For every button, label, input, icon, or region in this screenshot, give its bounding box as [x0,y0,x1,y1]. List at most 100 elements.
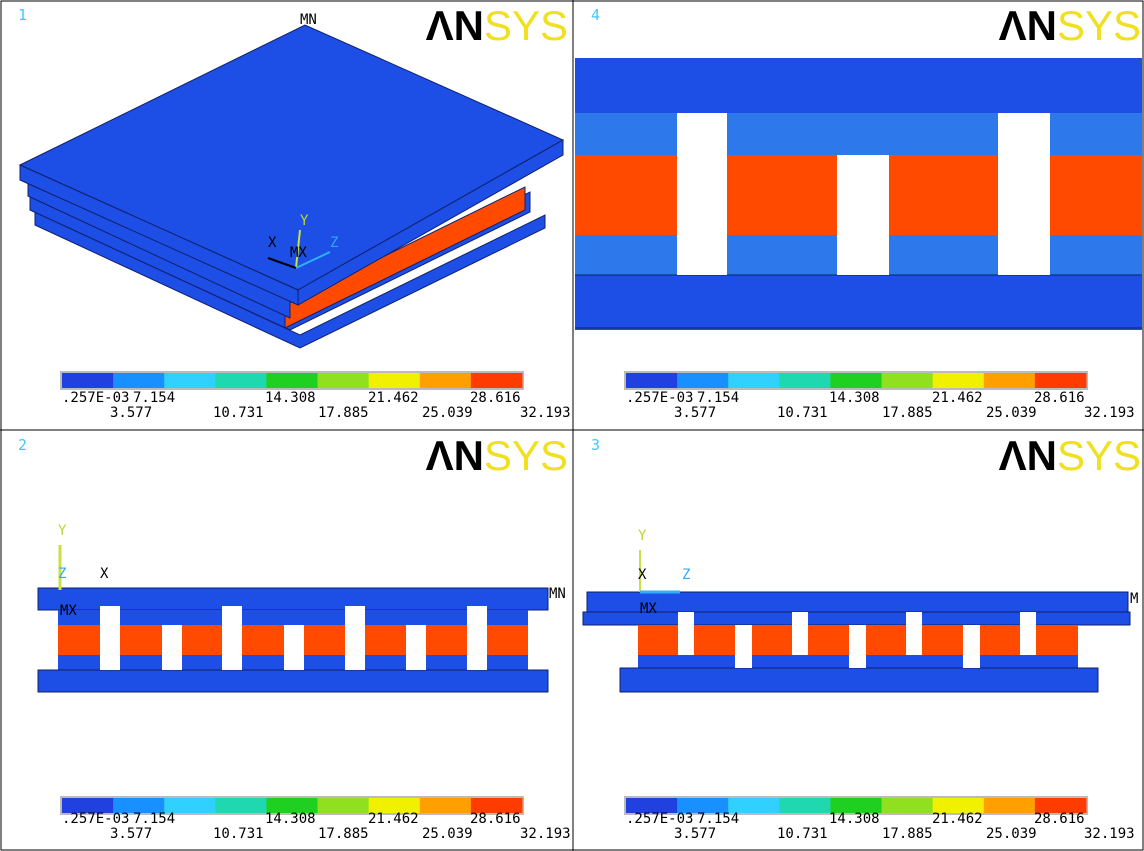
legend-label: 28.616 [470,390,521,406]
gap [467,606,487,670]
legend-label: 28.616 [470,811,521,827]
logo-right: SYS [1057,432,1141,479]
gap [849,625,866,668]
legend-swatch [882,373,934,388]
legend-label: 17.885 [882,826,933,842]
legend-swatch [882,798,934,813]
top-plate-lip [583,612,1130,625]
triad-label: MN [549,586,566,602]
gap [222,606,242,670]
legend-swatch [779,373,831,388]
logo-left: ΛN [426,432,484,479]
triad-label: X [638,567,647,583]
legend-label: 32.193 [1084,405,1135,421]
logo-right: SYS [484,432,568,479]
upper-layer [575,113,1142,155]
legend-label: 25.039 [422,405,473,421]
legend-label: 7.154 [697,811,739,827]
legend-swatch [369,373,421,388]
gap [906,612,922,655]
closeup-model [575,58,1142,330]
legend-label: 14.308 [265,390,316,406]
logo-left: ΛN [999,432,1057,479]
gap [1020,612,1036,655]
legend-swatch [984,373,1036,388]
legend-swatch [677,373,729,388]
triad-label: MX [290,245,307,261]
logo-right: SYS [1057,2,1141,49]
legend-label: 17.885 [318,826,369,842]
legend-label: 17.885 [882,405,933,421]
legend-label: 3.577 [674,826,716,842]
legend-label: 21.462 [368,811,419,827]
legend-label: 25.039 [422,826,473,842]
legend-label: 10.731 [213,826,264,842]
gap [345,606,365,670]
panel-number: 1 [18,6,27,24]
legend-swatch [164,373,216,388]
legend-label: 32.193 [1084,826,1135,842]
legend-swatch [933,373,985,388]
logo: ΛNSYS [426,2,568,49]
legend-label: 21.462 [932,390,983,406]
triad-label: Y [300,213,309,229]
panel-number: 3 [591,436,600,454]
gap [677,113,727,275]
bottom-plate [620,668,1098,692]
gap [162,625,182,670]
legend-swatch [626,373,678,388]
legend-label: .257E-03 [62,390,129,406]
triad-label: MX [640,601,657,617]
legend-swatch [1035,373,1087,388]
legend-swatch [215,798,267,813]
legend-label: .257E-03 [62,811,129,827]
legend-label: 7.154 [133,811,175,827]
legend-label: 7.154 [133,390,175,406]
logo: ΛNSYS [999,432,1141,479]
top-plate [575,58,1142,113]
legend-swatch [830,373,882,388]
legend-swatch [984,798,1036,813]
gap [963,625,980,668]
gap [678,612,694,655]
legend-label: 14.308 [829,811,880,827]
triad-label: Z [330,235,338,251]
legend-label: 3.577 [110,826,152,842]
legend-label: 17.885 [318,405,369,421]
logo-right: SYS [484,2,568,49]
legend-label: 28.616 [1034,390,1085,406]
triad-label: X [100,566,109,582]
panel-number: 2 [18,436,27,454]
bottom-plate [575,275,1142,330]
legend-label: 14.308 [829,390,880,406]
triad-label: MX [60,603,77,619]
gap [998,113,1050,275]
panel-number: 4 [591,6,600,24]
legend-swatch [318,373,370,388]
legend-swatch [779,798,831,813]
legend-swatch [215,373,267,388]
logo-left: ΛN [426,2,484,49]
legend-label: 21.462 [368,390,419,406]
top-plate [587,592,1128,612]
upper-layer [58,610,528,625]
legend-swatch [420,373,472,388]
triad-label: Z [58,566,66,582]
gap [100,606,120,670]
triad-label: Z [682,567,690,583]
legend-label: 10.731 [777,405,828,421]
legend-label: 3.577 [110,405,152,421]
gap [406,625,426,670]
legend-label: .257E-03 [626,811,693,827]
legend-swatch [420,798,472,813]
legend-label: 32.193 [520,405,571,421]
legend-label: 25.039 [986,826,1037,842]
gap [837,155,889,275]
triad-label: M [1130,591,1138,607]
legend-swatch [266,373,318,388]
legend-label: 7.154 [697,390,739,406]
legend-label: 25.039 [986,405,1037,421]
legend-label: 21.462 [932,811,983,827]
legend-label: 32.193 [520,826,571,842]
logo-left: ΛN [999,2,1057,49]
